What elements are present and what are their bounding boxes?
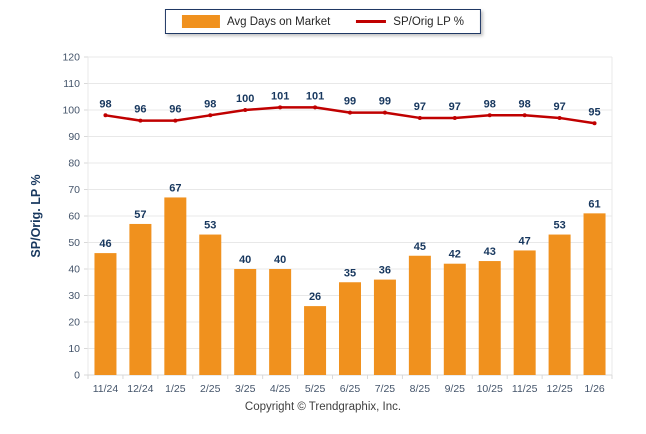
bar-avg-days bbox=[339, 282, 361, 375]
line-point-marker bbox=[592, 121, 597, 126]
y-tick-label: 100 bbox=[62, 105, 80, 117]
line-point-marker bbox=[382, 110, 387, 115]
line-value-label: 100 bbox=[236, 93, 254, 105]
line-value-label: 98 bbox=[204, 98, 216, 110]
x-tick-label: 12/24 bbox=[127, 383, 153, 395]
x-tick-label: 10/25 bbox=[477, 383, 503, 395]
bar-swatch-icon bbox=[181, 15, 220, 28]
y-tick-label: 110 bbox=[63, 78, 80, 90]
y-tick-label: 20 bbox=[68, 317, 80, 329]
bar-value-label: 40 bbox=[239, 254, 251, 266]
y-tick-label: 90 bbox=[68, 131, 80, 143]
x-tick-label: 4/25 bbox=[270, 383, 291, 395]
line-value-label: 97 bbox=[553, 101, 565, 113]
bar-value-label: 36 bbox=[379, 265, 391, 277]
legend-label-sp-orig-lp: SP/Orig LP % bbox=[393, 15, 465, 28]
x-tick-label: 11/25 bbox=[512, 383, 538, 395]
line-point-marker bbox=[138, 118, 143, 123]
bar-avg-days bbox=[269, 269, 292, 375]
line-value-label: 96 bbox=[169, 104, 181, 116]
line-point-marker bbox=[243, 108, 248, 112]
bar-value-label: 42 bbox=[449, 249, 461, 261]
bar-avg-days bbox=[234, 269, 257, 375]
bar-avg-days bbox=[443, 263, 466, 375]
y-tick-label: 10 bbox=[68, 343, 80, 355]
bar-avg-days bbox=[199, 234, 222, 375]
line-value-label: 98 bbox=[519, 98, 531, 110]
bar-value-label: 45 bbox=[414, 241, 426, 253]
line-point-marker bbox=[557, 115, 562, 120]
y-tick-label: 70 bbox=[68, 184, 80, 196]
x-tick-label: 9/25 bbox=[445, 383, 466, 395]
bar-avg-days bbox=[478, 261, 501, 375]
line-point-marker bbox=[417, 115, 422, 120]
line-swatch-icon bbox=[356, 20, 387, 23]
x-tick-label: 6/25 bbox=[340, 383, 361, 395]
line-value-label: 97 bbox=[449, 101, 461, 113]
line-value-label: 98 bbox=[484, 98, 496, 110]
bar-value-label: 46 bbox=[99, 238, 111, 250]
y-tick-label: 50 bbox=[68, 237, 80, 249]
line-point-marker bbox=[313, 105, 318, 110]
line-value-label: 99 bbox=[344, 96, 356, 108]
copyright-text: Copyright © Trendgraphix, Inc. bbox=[244, 401, 402, 413]
y-tick-label: 30 bbox=[68, 290, 80, 302]
line-point-marker bbox=[208, 113, 213, 118]
bar-avg-days bbox=[548, 234, 571, 375]
bar-avg-days bbox=[373, 279, 396, 375]
x-tick-label: 11/24 bbox=[93, 383, 119, 395]
bar-value-label: 57 bbox=[134, 209, 146, 221]
line-point-marker bbox=[173, 118, 178, 123]
line-point-marker bbox=[452, 115, 457, 120]
bar-value-label: 43 bbox=[484, 246, 496, 258]
line-value-label: 101 bbox=[306, 90, 324, 102]
bar-avg-days bbox=[129, 223, 152, 375]
line-value-label: 101 bbox=[271, 90, 289, 102]
x-tick-label: 8/25 bbox=[410, 383, 431, 395]
x-tick-label: 7/25 bbox=[375, 383, 396, 395]
bar-avg-days bbox=[304, 306, 327, 375]
bar-value-label: 61 bbox=[588, 198, 600, 210]
x-tick-label: 12/25 bbox=[546, 383, 572, 395]
bar-avg-days bbox=[583, 213, 606, 375]
bar-avg-days bbox=[513, 250, 536, 375]
bar-value-label: 53 bbox=[553, 220, 565, 232]
line-point-marker bbox=[522, 113, 527, 118]
y-tick-label: 60 bbox=[68, 211, 80, 223]
y-tick-label: 40 bbox=[68, 264, 80, 276]
line-value-label: 97 bbox=[414, 101, 426, 113]
y-axis-title: SP/Orig. LP % bbox=[29, 174, 43, 258]
x-tick-label: 2/25 bbox=[200, 383, 221, 395]
line-point-marker bbox=[103, 113, 108, 118]
line-point-marker bbox=[278, 105, 283, 110]
bar-avg-days bbox=[164, 197, 187, 375]
chart-legend: Avg Days on Market SP/Orig LP % bbox=[164, 9, 482, 34]
bar-value-label: 53 bbox=[204, 220, 216, 232]
bar-value-label: 40 bbox=[274, 254, 286, 266]
line-value-label: 99 bbox=[379, 96, 391, 108]
bar-value-label: 26 bbox=[309, 291, 321, 303]
bar-avg-days bbox=[408, 255, 431, 375]
x-tick-label: 5/25 bbox=[305, 383, 326, 395]
bar-value-label: 67 bbox=[169, 182, 181, 194]
line-point-marker bbox=[348, 110, 352, 115]
x-tick-label: 3/25 bbox=[235, 383, 256, 395]
y-tick-label: 80 bbox=[68, 158, 80, 170]
line-point-marker bbox=[487, 113, 492, 118]
line-value-label: 95 bbox=[588, 106, 600, 118]
bar-avg-days bbox=[94, 253, 117, 375]
x-tick-label: 1/26 bbox=[584, 383, 605, 395]
line-value-label: 96 bbox=[134, 104, 146, 116]
legend-label-avg-days: Avg Days on Market bbox=[226, 15, 331, 28]
legend-item-sp-orig-lp: SP/Orig LP % bbox=[356, 16, 464, 28]
legend-item-avg-days: Avg Days on Market bbox=[181, 15, 331, 28]
x-tick-label: 1/25 bbox=[165, 383, 186, 395]
y-tick-label: 120 bbox=[62, 52, 80, 64]
line-value-label: 98 bbox=[99, 98, 111, 110]
y-tick-label: 0 bbox=[74, 370, 80, 382]
bar-value-label: 35 bbox=[344, 267, 356, 279]
bar-value-label: 47 bbox=[519, 235, 531, 247]
